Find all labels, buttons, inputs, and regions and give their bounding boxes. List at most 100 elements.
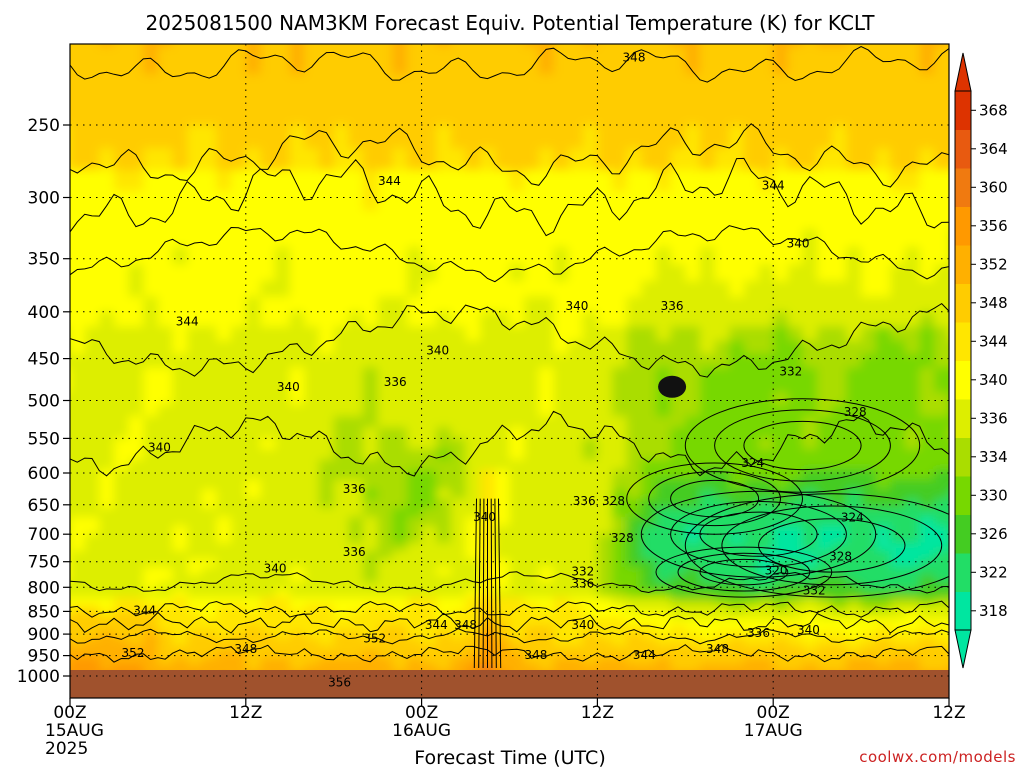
field-cell [714,498,731,509]
field-cell [641,280,657,298]
field-cell [201,611,218,620]
field-cell [597,326,613,342]
field-cell [890,597,906,606]
field-cell [641,574,657,584]
field-cell [714,416,731,429]
field-cell [99,148,115,171]
field-cell [861,247,877,266]
field-cell [612,190,628,212]
field-cell [128,44,145,47]
field-cell [172,525,188,535]
field-cell [538,559,555,568]
contour-lines [70,46,949,669]
field-cell [538,479,555,490]
field-cell [421,489,437,500]
field-cell [84,46,101,75]
field-cell [743,550,760,560]
field-cell [363,550,379,560]
field-cell [157,392,174,406]
field-cell [494,498,511,509]
field-cell [231,190,247,212]
field-cell [582,638,599,646]
field-cell [743,190,760,212]
field-cell [187,367,203,381]
field-cell [450,582,467,591]
field-cell [172,340,188,355]
field-cell [670,46,686,75]
field-cell [802,469,818,481]
field-cell [758,631,774,640]
field-cell [787,651,804,659]
field-cell [934,74,949,102]
field-cell [597,604,613,613]
field-cell [245,229,262,248]
field-cell [436,604,452,613]
field-cell [231,280,247,298]
field-cell [348,507,364,518]
y-tick-label: 550 [28,429,60,449]
field-cell [861,100,877,126]
field-cell [333,229,350,248]
contour-line [70,628,949,645]
colorbar-bottom-arrow [954,629,972,669]
field-cell [319,525,335,535]
field-cell [289,625,306,633]
field-cell [436,625,452,633]
field-cell [670,44,686,47]
field-cell [304,604,320,613]
field-cell [304,542,320,552]
field-cell [846,74,862,102]
field-cell [509,638,525,646]
contour-ring [670,479,760,518]
field-cell [861,148,877,171]
field-cell [377,589,393,598]
field-cell [553,657,569,665]
contour-line [70,157,949,237]
field-cell [143,604,159,613]
field-cell [509,311,525,328]
field-cell [201,469,218,481]
colorbar-segment [955,591,971,631]
field-cell [201,559,218,568]
field-cell [348,516,364,527]
field-cell [817,427,833,440]
field-cell [289,100,306,126]
field-cell [260,657,276,665]
field-cell [714,559,731,568]
field-cell [729,326,745,342]
field-cell [568,229,584,248]
field-cell [538,597,555,606]
field-cell [275,651,291,659]
field-cell [729,44,745,47]
field-cell [919,296,936,313]
field-cell [231,392,247,406]
field-cell [70,100,86,126]
field-cell [348,604,364,613]
field-cell [641,459,657,471]
field-cell [612,645,628,653]
field-cell [787,367,804,381]
field-cell [450,46,467,75]
field-cell [802,516,818,527]
field-cell [260,489,276,500]
field-cell [729,618,745,626]
field-cell [714,618,731,626]
field-cell [817,280,833,298]
field-cell [890,311,906,328]
field-cell [831,469,848,481]
field-cell [494,380,511,394]
field-cell [143,264,159,282]
field-cell [714,210,731,231]
field-cell [187,507,203,518]
field-cell [729,657,745,665]
field-cell [333,326,350,342]
field-cell [480,280,496,298]
field-cell [157,326,174,342]
field-cell [304,44,320,47]
field-cell [714,651,731,659]
field-cell [480,416,496,429]
field-cell [407,507,423,518]
field-cell [861,354,877,369]
field-cell [377,367,393,381]
field-cell [201,296,218,313]
